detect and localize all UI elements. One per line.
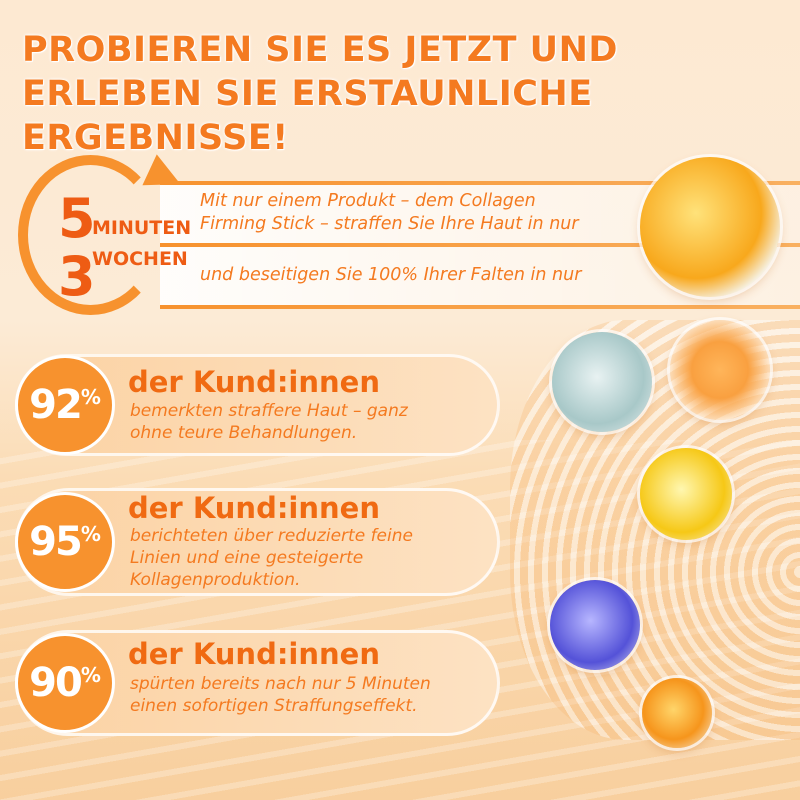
divider [160, 243, 800, 247]
minutes-unit: MINUTEN [92, 217, 192, 239]
stat-badge: 95% [15, 492, 115, 592]
serum-bubble-icon [640, 448, 732, 540]
stat-heading: der Kund:innen [128, 637, 380, 671]
purple-bubble-icon [550, 580, 640, 670]
stat-heading: der Kund:innen [128, 491, 380, 525]
stat-text-line: Linien und eine gesteigerte [130, 548, 364, 568]
timing-line-1: Mit nur einem Produkt – dem Collagen [200, 191, 536, 211]
stat-text-line: berichteten über reduzierte feine [130, 526, 413, 546]
stat-text-line: spürten bereits nach nur 5 Minuten [130, 674, 431, 694]
stat-value: 95 [29, 519, 83, 565]
timing-line-2: Firming Stick – straffen Sie Ihre Haut i… [200, 214, 579, 234]
stat-unit: % [80, 385, 101, 409]
stat-value: 90 [29, 660, 83, 706]
stat-unit: % [80, 522, 101, 546]
small-honeycomb-bubble-icon [642, 678, 712, 748]
weeks-number: 3 [58, 245, 96, 308]
headline: PROBIEREN SIE ES JETZT UND ERLEBEN SIE E… [22, 30, 618, 158]
divider [160, 305, 800, 309]
divider [160, 181, 800, 185]
minutes-number: 5 [58, 187, 96, 250]
molecule-bubble-icon [552, 332, 652, 432]
stat-value: 92 [29, 382, 83, 428]
honeycomb-bubble-icon [640, 157, 780, 297]
stat-heading: der Kund:innen [128, 365, 380, 399]
timing-line-3: und beseitigen Sie 100% Ihrer Falten in … [200, 265, 582, 285]
stat-badge: 92% [15, 355, 115, 455]
weeks-unit: WOCHEN [92, 248, 188, 270]
stat-text-line: Kollagenproduktion. [130, 570, 301, 590]
cell-bubble-icon [670, 320, 770, 420]
stat-text-line: einen sofortigen Straffungseffekt. [130, 696, 418, 716]
stat-text-line: bemerkten straffere Haut – ganz [130, 401, 408, 421]
stat-text-line: ohne teure Behandlungen. [130, 423, 358, 443]
stat-badge: 90% [15, 633, 115, 733]
cycle-arrow-icon [18, 155, 163, 315]
stat-unit: % [80, 663, 101, 687]
